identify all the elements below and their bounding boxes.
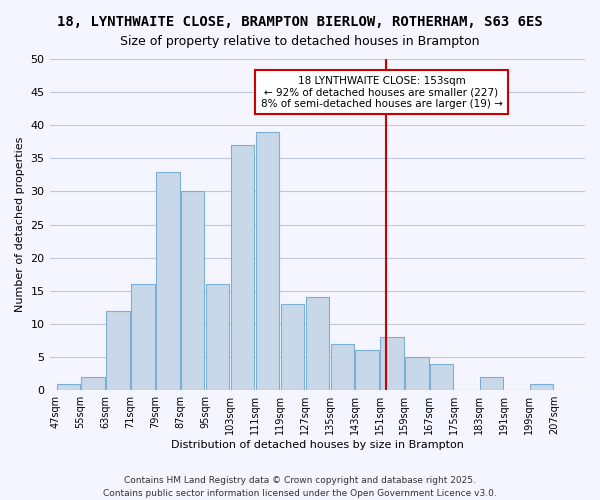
Bar (355, 350, 379, 390)
Bar (405, 357, 428, 390)
Bar (106, 310, 130, 390)
Text: Contains public sector information licensed under the Open Government Licence v3: Contains public sector information licen… (103, 488, 497, 498)
Bar (281, 304, 304, 390)
Bar (156, 172, 179, 390)
Text: 18 LYNTHWAITE CLOSE: 153sqm
← 92% of detached houses are smaller (227)
8% of sem: 18 LYNTHWAITE CLOSE: 153sqm ← 92% of det… (260, 76, 502, 109)
X-axis label: Distribution of detached houses by size in Brampton: Distribution of detached houses by size … (171, 440, 464, 450)
Bar (231, 145, 254, 390)
Bar (530, 384, 553, 390)
Bar (256, 132, 279, 390)
Bar (181, 192, 205, 390)
Bar (305, 298, 329, 390)
Bar (430, 364, 454, 390)
Bar (480, 377, 503, 390)
Bar (380, 337, 404, 390)
Bar (331, 344, 354, 390)
Text: Contains HM Land Registry data © Crown copyright and database right 2025.: Contains HM Land Registry data © Crown c… (124, 476, 476, 485)
Text: 18, LYNTHWAITE CLOSE, BRAMPTON BIERLOW, ROTHERHAM, S63 6ES: 18, LYNTHWAITE CLOSE, BRAMPTON BIERLOW, … (57, 15, 543, 29)
Text: Size of property relative to detached houses in Brampton: Size of property relative to detached ho… (120, 35, 480, 48)
Bar (82, 377, 105, 390)
Bar (56, 384, 80, 390)
Bar (206, 284, 229, 390)
Bar (131, 284, 155, 390)
Y-axis label: Number of detached properties: Number of detached properties (15, 137, 25, 312)
